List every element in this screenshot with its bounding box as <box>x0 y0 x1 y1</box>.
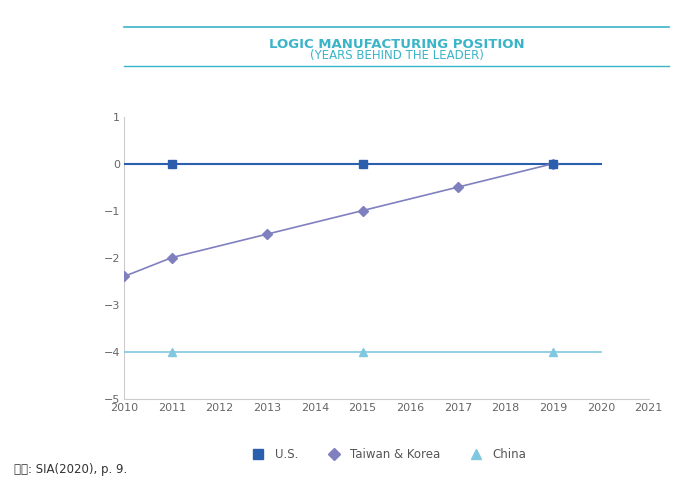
Text: (YEARS BEHIND THE LEADER): (YEARS BEHIND THE LEADER) <box>310 49 484 62</box>
Text: 자료: SIA(2020), p. 9.: 자료: SIA(2020), p. 9. <box>14 463 127 476</box>
Legend: U.S., Taiwan & Korea, China: U.S., Taiwan & Korea, China <box>241 443 531 466</box>
Text: LOGIC MANUFACTURING POSITION: LOGIC MANUFACTURING POSITION <box>269 38 524 52</box>
